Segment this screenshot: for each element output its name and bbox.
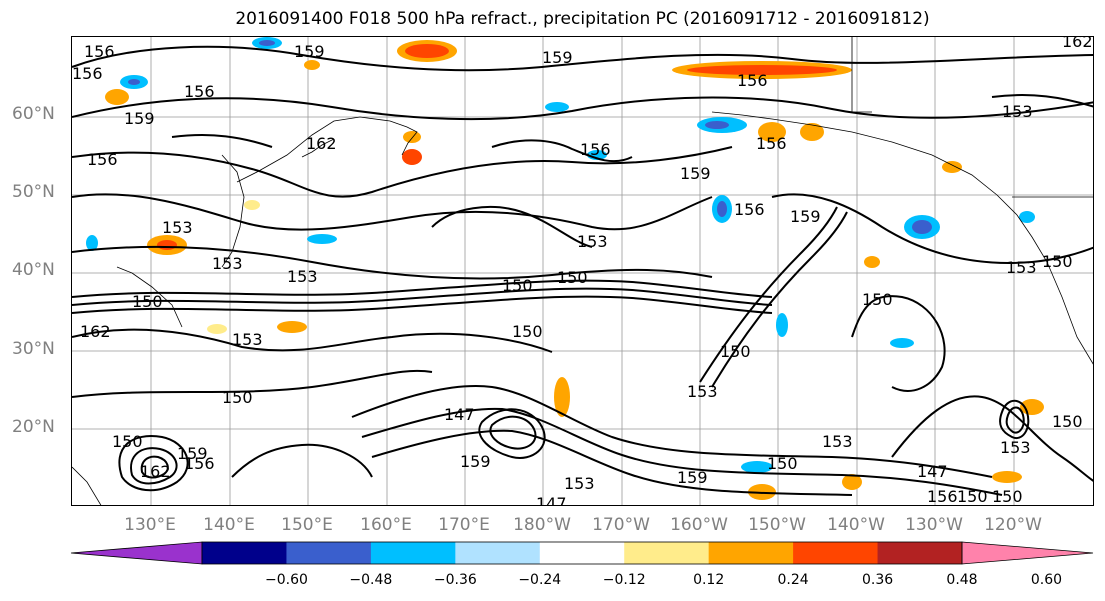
contour-label: 156 <box>737 71 768 90</box>
lon-label-150w: 150°W <box>748 515 806 535</box>
lon-label-160e: 160°E <box>360 515 412 535</box>
contour-label: 162 <box>80 322 111 341</box>
contour-label: 156 <box>184 82 215 101</box>
colorbar-tick-label: −0.60 <box>264 572 308 588</box>
contour-label: 159 <box>460 452 491 471</box>
lat-label-20n: 20°N <box>12 417 55 437</box>
colorbar-extend-high <box>961 541 1094 565</box>
contour-label: 150 <box>132 292 163 311</box>
lat-label-30n: 30°N <box>12 339 55 359</box>
contour-label: 150 <box>957 487 988 506</box>
contour-label: 147 <box>536 494 567 506</box>
colorbar-segment <box>202 542 287 564</box>
map-panel: 156 159 156 159 162 156 156 153 159 153 … <box>71 36 1094 506</box>
contour-label: 153 <box>564 474 595 493</box>
colorbar-tick-label: 0.60 <box>1030 572 1063 588</box>
map-title: 2016091400 F018 500 hPa refract., precip… <box>235 9 930 29</box>
contour-label: 150 <box>720 342 751 361</box>
colorbar-segment <box>877 542 963 564</box>
contour-label: 156 <box>84 42 115 61</box>
colorbar-tick-label: 0.12 <box>693 572 725 588</box>
contour-label: 150 <box>502 276 533 295</box>
contour-label: 162 <box>1062 37 1093 51</box>
contour-label: 156 <box>184 454 215 473</box>
contour-label: 150 <box>112 432 143 451</box>
colorbar-tick-label: −0.36 <box>433 572 477 588</box>
colorbar-tick-label: 0.36 <box>861 572 894 588</box>
lat-label-40n: 40°N <box>12 260 55 280</box>
contour-label: 156 <box>734 200 765 219</box>
lat-label-50n: 50°N <box>12 182 55 202</box>
colorbar-segment <box>370 542 456 564</box>
contour-label: 150 <box>767 454 798 473</box>
lat-label-60n: 60°N <box>12 104 55 124</box>
colorbar-outline <box>201 541 963 565</box>
contour-label: 153 <box>1002 102 1033 121</box>
colorbar-extend-low <box>70 541 203 565</box>
contour-label: 153 <box>577 232 608 251</box>
lon-label-160w: 160°W <box>670 515 728 535</box>
precip-shading <box>86 37 1044 500</box>
contour-label: 150 <box>512 322 543 341</box>
lon-label-140e: 140°E <box>203 515 255 535</box>
lon-label-130w: 130°W <box>905 515 963 535</box>
contour-label: 150 <box>1042 252 1073 271</box>
refractivity-contours <box>72 45 1093 496</box>
contour-label: 153 <box>687 382 718 401</box>
contour-label: 156 <box>927 487 958 506</box>
contour-label: 159 <box>790 207 821 226</box>
lon-label-180w: 180°W <box>513 515 571 535</box>
contour-label: 159 <box>294 42 325 61</box>
contour-label: 153 <box>287 267 318 286</box>
contour-label: 162 <box>140 462 171 481</box>
contour-label: 153 <box>232 330 263 349</box>
contour-label: 150 <box>862 290 893 309</box>
contour-label: 156 <box>72 64 103 83</box>
colorbar-segment <box>624 542 710 564</box>
lon-label-170e: 170°E <box>438 515 490 535</box>
colorbar-tick-label: −0.12 <box>602 572 646 588</box>
contour-label: 150 <box>557 268 588 287</box>
contour-labels: 156 159 156 159 162 156 156 153 159 153 … <box>72 37 1093 506</box>
contour-label: 150 <box>1052 412 1083 431</box>
colorbar-tick-label: 0.48 <box>946 572 978 588</box>
contour-label: 153 <box>1006 258 1037 277</box>
lon-label-150e: 150°E <box>281 515 333 535</box>
contour-label: 156 <box>580 140 611 159</box>
lon-label-140w: 140°W <box>827 515 885 535</box>
colorbar-tick-label: −0.48 <box>349 572 393 588</box>
contour-label: 147 <box>917 462 948 481</box>
contour-label: 159 <box>177 444 208 463</box>
colorbar-segment <box>539 542 625 564</box>
contour-label: 153 <box>162 218 193 237</box>
lon-label-120w: 120°W <box>984 515 1042 535</box>
colorbar-segment <box>455 542 541 564</box>
contour-label: 159 <box>677 468 708 487</box>
contour-label: 159 <box>680 164 711 183</box>
contour-label: 153 <box>1000 438 1031 457</box>
colorbar-segment <box>708 542 794 564</box>
contour-label: 150 <box>222 388 253 407</box>
contour-label: 159 <box>542 48 573 67</box>
contour-label: 156 <box>87 150 118 169</box>
contour-label: 147 <box>444 405 475 424</box>
contour-label: 153 <box>822 432 853 451</box>
contour-label: 156 <box>756 134 787 153</box>
colorbar <box>70 541 1094 565</box>
contour-label: 153 <box>212 254 243 273</box>
lon-label-130e: 130°E <box>124 515 176 535</box>
lon-label-170w: 170°W <box>592 515 650 535</box>
colorbar-tick-label: 0.24 <box>777 572 809 588</box>
colorbar-segment <box>286 542 372 564</box>
contour-label: 159 <box>124 109 155 128</box>
colorbar-tick-label: −0.24 <box>518 572 562 588</box>
map-canvas: 156 159 156 159 162 156 156 153 159 153 … <box>72 37 1093 506</box>
contour-label: 150 <box>992 487 1023 506</box>
contour-label: 162 <box>306 134 337 153</box>
colorbar-segment <box>793 542 879 564</box>
